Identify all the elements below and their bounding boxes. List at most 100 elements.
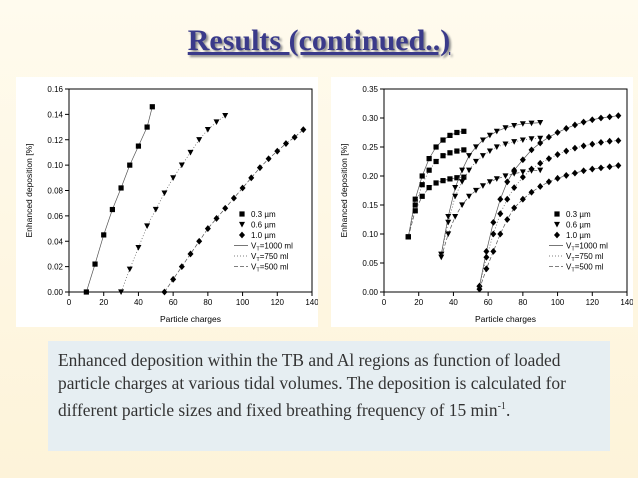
right-data-point: [537, 120, 544, 126]
right-data-point: [511, 139, 518, 145]
right-data-point: [511, 166, 518, 174]
left-data-point: [274, 147, 281, 155]
right-data-point: [615, 137, 622, 145]
right-legend-label: 0.6 µm: [566, 221, 591, 230]
right-data-point: [419, 173, 425, 179]
right-x-axis-label: Particle charges: [475, 314, 536, 324]
right-y-tick-label: 0.30: [362, 114, 378, 123]
right-data-point: [445, 214, 452, 220]
left-x-tick-label: 20: [99, 298, 108, 307]
right-data-point: [440, 178, 446, 184]
right-data-point: [537, 167, 544, 174]
chart-right-panel: 0 20 40 60 80 100 120 140 0.00 0.05 0.10 0.15 0.20 0.…: [331, 77, 633, 327]
right-x-tick-label: 80: [518, 298, 527, 307]
right-data-point: [589, 165, 596, 173]
right-data-point: [405, 234, 411, 240]
left-data-point: [204, 127, 211, 133]
right-data-point: [479, 183, 486, 189]
right-data-point: [511, 184, 518, 191]
right-legend-marker: [554, 231, 560, 239]
left-data-point: [204, 225, 211, 232]
right-data-point: [419, 193, 425, 199]
right-data-point: [454, 175, 460, 181]
right-y-tick-label: 0.15: [362, 201, 378, 210]
right-series: [438, 120, 544, 258]
right-data-point: [563, 172, 570, 179]
right-data-point: [519, 169, 526, 175]
right-data-point: [502, 125, 509, 131]
right-data-point: [454, 148, 460, 154]
left-data-point: [265, 155, 272, 163]
right-data-point: [445, 219, 452, 226]
right-data-point: [597, 138, 604, 146]
right-data-point: [554, 174, 561, 182]
right-data-point: [486, 132, 493, 139]
right-data-point: [483, 248, 490, 255]
right-data-point: [502, 173, 509, 179]
right-data-point: [426, 185, 432, 191]
right-data-point: [412, 196, 418, 202]
right-series: [405, 128, 467, 240]
left-legend-label: VT=750 ml: [251, 252, 289, 263]
right-legend-marker: [554, 211, 560, 217]
right-data-point: [545, 133, 552, 141]
right-x-tick-label: 100: [551, 298, 565, 307]
right-data-point: [433, 180, 439, 186]
left-data-point: [135, 244, 142, 251]
left-y-tick-label: 0.16: [47, 85, 63, 94]
chart-left: 0 20 40 60 80 100 120 140 0.00 0.02 0.04 0.06 0.08 0.…: [24, 85, 318, 324]
right-data-point: [447, 176, 453, 182]
left-data-point: [152, 206, 159, 213]
left-data-point: [196, 137, 203, 143]
right-data-point: [476, 285, 483, 293]
right-data-point: [454, 129, 460, 136]
right-data-point: [412, 208, 418, 214]
right-data-point: [461, 147, 467, 153]
right-data-point: [511, 122, 518, 129]
left-data-point: [135, 143, 142, 149]
left-data-point: [213, 215, 220, 222]
right-data-point: [580, 142, 587, 150]
right-y-tick-label: 0.20: [362, 172, 378, 181]
right-data-point: [490, 248, 497, 255]
left-data-point: [109, 206, 115, 213]
right-data-point: [440, 137, 446, 143]
right-x-tick-label: 40: [449, 298, 458, 307]
left-x-tick-label: 80: [203, 298, 212, 307]
left-data-point: [196, 237, 203, 245]
left-data-point: [118, 289, 125, 295]
right-data-point: [504, 178, 511, 186]
right-data-point: [528, 120, 535, 127]
left-y-tick-label: 0.06: [47, 212, 63, 221]
right-data-point: [452, 193, 459, 200]
left-data-point: [118, 185, 124, 191]
left-y-axis-label: Enhanced deposition [%]: [24, 143, 34, 237]
left-x-tick-label: 0: [67, 298, 72, 307]
right-data-point: [459, 179, 466, 185]
left-y-tick-label: 0.10: [47, 161, 63, 170]
right-data-point: [447, 132, 453, 138]
left-x-tick-label: 100: [236, 298, 250, 307]
right-data-point: [563, 147, 570, 155]
left-data-point: [239, 184, 246, 192]
right-data-point: [497, 230, 504, 238]
caption-text: Enhanced deposition within the TB and Al…: [58, 350, 566, 420]
right-data-point: [537, 139, 544, 147]
right-series-line: [479, 165, 619, 290]
right-data-point: [490, 230, 497, 238]
left-data-point: [248, 174, 255, 182]
right-data-point: [459, 167, 466, 174]
right-data-point: [426, 156, 432, 162]
left-y-tick-label: 0.08: [47, 187, 63, 196]
right-data-point: [472, 187, 479, 194]
right-data-point: [445, 231, 452, 237]
right-data-point: [497, 195, 504, 203]
right-data-point: [589, 140, 596, 148]
right-data-point: [580, 118, 587, 126]
left-data-point: [149, 104, 155, 110]
right-data-point: [537, 183, 544, 190]
right-data-point: [504, 195, 511, 203]
right-data-point: [461, 128, 467, 134]
